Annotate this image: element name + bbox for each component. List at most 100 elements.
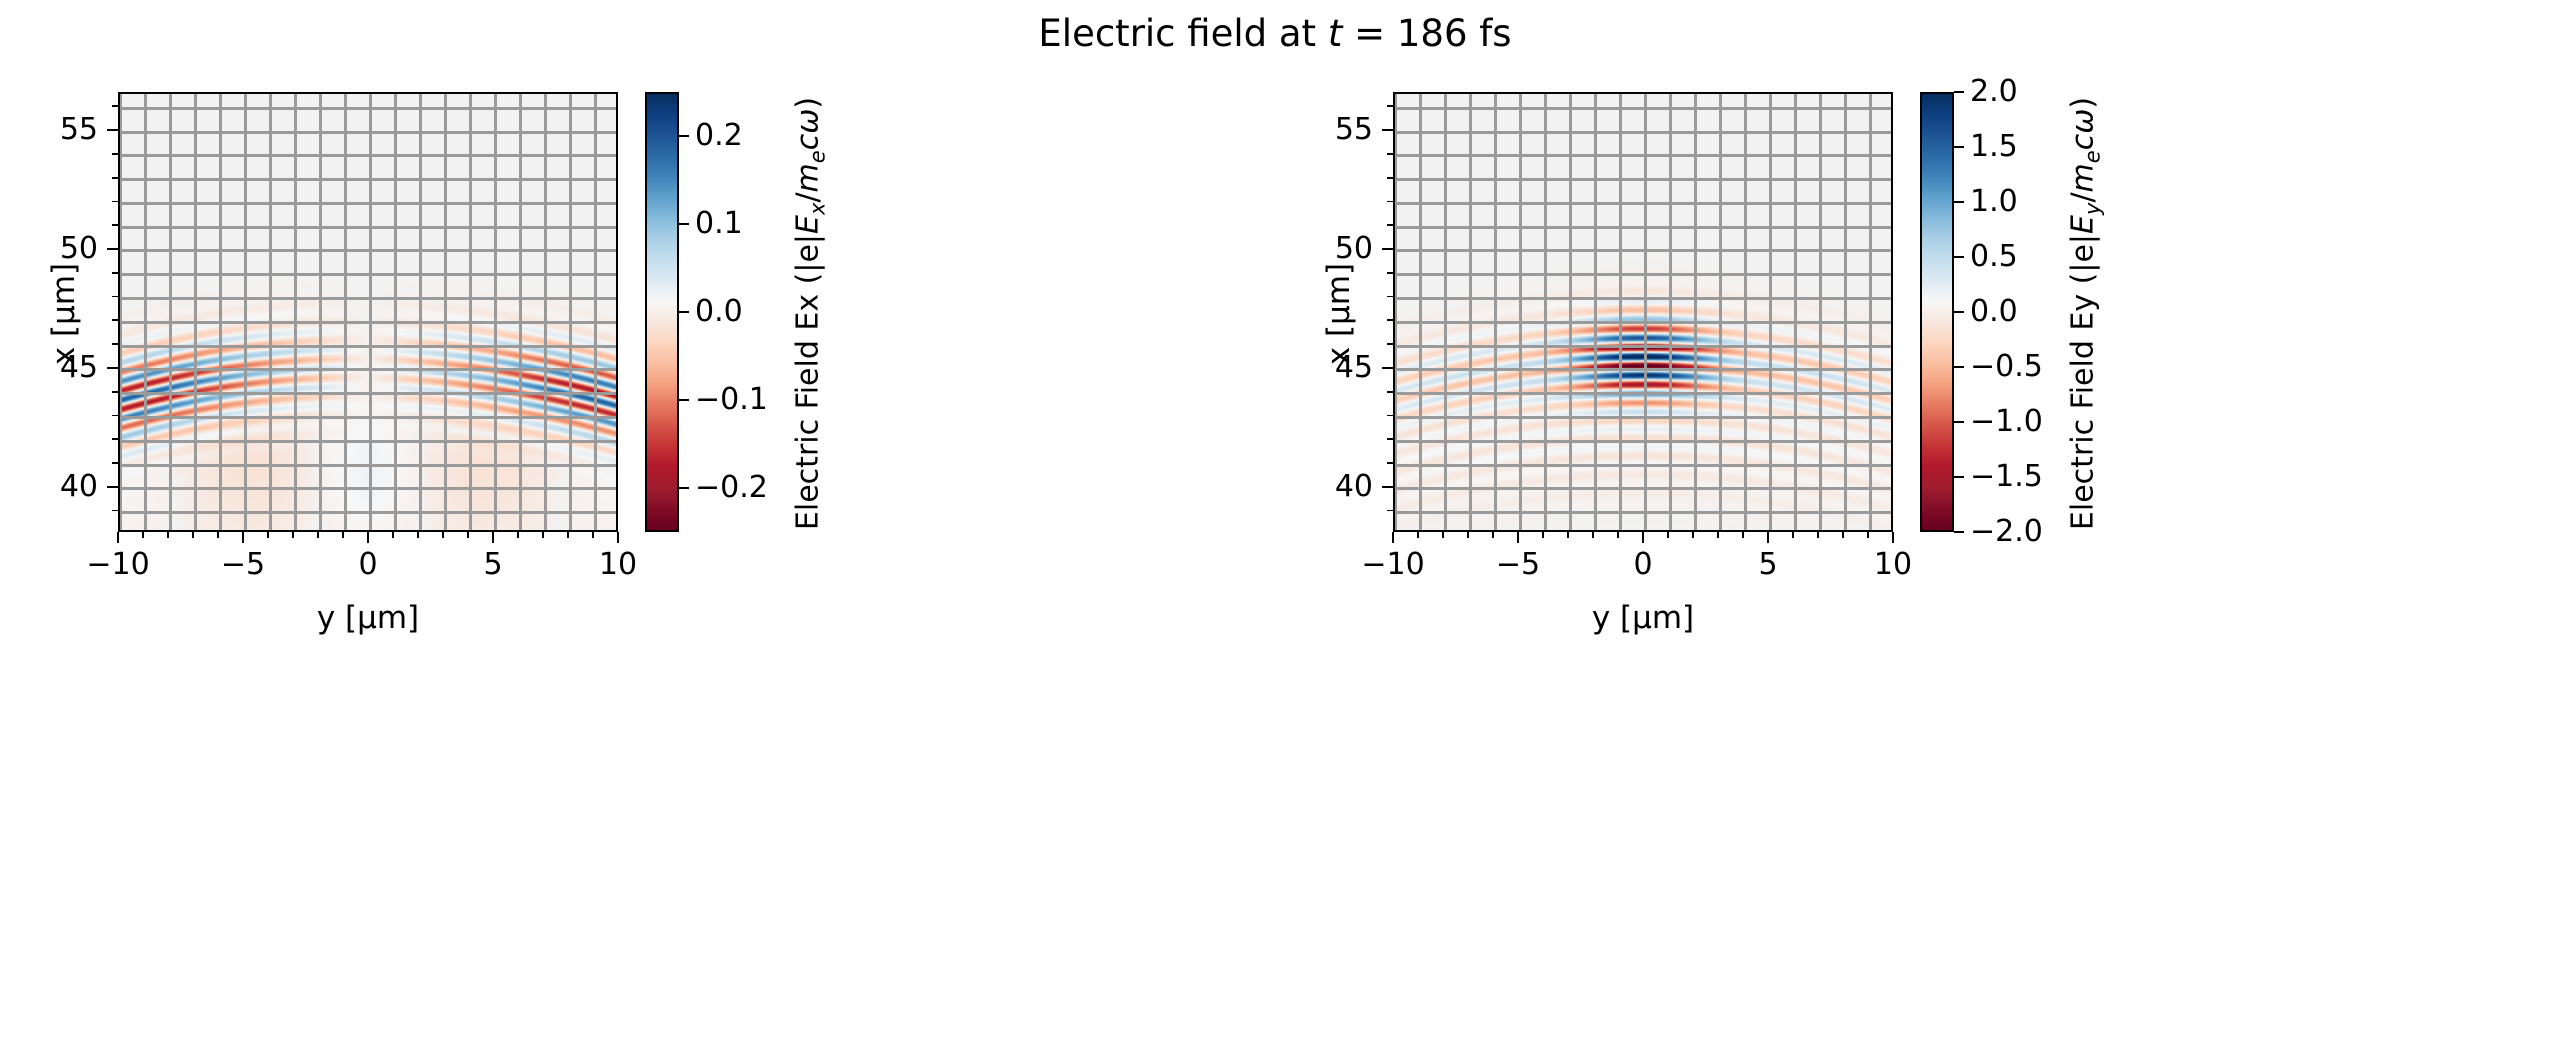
colorbar-tick-label: 1.0 (1970, 184, 2018, 219)
colorbar-label-ex: Electric Field Ex (|e|Ex/mecω) (791, 97, 830, 530)
x-major-tick (1641, 532, 1645, 543)
x-minor-tick (417, 532, 419, 538)
colorbar-label-E-subscript: y (2080, 202, 2105, 215)
figure-title: Electric field at t = 186 fs (0, 10, 2550, 58)
x-minor-tick (1592, 532, 1594, 538)
y-minor-tick (1387, 390, 1393, 393)
colorbar-tick (679, 486, 689, 490)
colorbar-tick (1954, 200, 1964, 204)
colorbar-tick-label: −0.5 (1970, 349, 2043, 384)
colorbar-label-m-subscript: e (2080, 150, 2105, 164)
colorbar-label-ey: Electric Field Ey (|e|Ey/mecω) (2066, 97, 2105, 530)
x-axis-label: y [µm] (316, 600, 420, 636)
x-tick-label: −10 (86, 547, 150, 582)
x-tick-label: 5 (483, 547, 503, 582)
colorbar-tick (679, 398, 689, 402)
x-axis-label: y [µm] (1591, 600, 1695, 636)
x-minor-tick (1667, 532, 1669, 538)
colorbar-label-comega: cω (790, 108, 826, 151)
y-minor-tick (1387, 105, 1393, 108)
colorbar-gradient-ey (1922, 94, 1952, 530)
y-tick-label: 50 (59, 230, 98, 266)
y-minor-tick (1387, 414, 1393, 417)
y-minor-tick (1387, 438, 1393, 441)
x-minor-tick (1467, 532, 1469, 538)
y-axis-label: x [µm] (1321, 262, 1358, 366)
x-tick-label: 0 (358, 547, 378, 582)
colorbar-tick (1954, 255, 1964, 259)
colorbar-label-E-subscript: x (805, 202, 830, 215)
colorbar-gradient-ex (647, 94, 677, 530)
colorbar-ey[interactable] (1920, 92, 1954, 532)
y-minor-tick (112, 390, 118, 393)
colorbar-tick-label: 0.5 (1970, 239, 2018, 274)
y-minor-tick (112, 176, 118, 179)
x-minor-tick (292, 532, 294, 538)
y-major-tick (1382, 366, 1393, 369)
colorbar-tick (679, 134, 689, 138)
y-minor-tick (112, 105, 118, 108)
axes-ey[interactable] (1393, 92, 1893, 532)
colorbar-tick-label: −0.1 (695, 382, 768, 417)
colorbar-ex[interactable] (645, 92, 679, 532)
colorbar-tick (1954, 530, 1964, 534)
x-minor-tick (1567, 532, 1569, 538)
colorbar-tick-label: 0.0 (1970, 294, 2018, 329)
colorbar-tick (1954, 90, 1964, 94)
x-minor-tick (1492, 532, 1494, 538)
colorbar-label-slash: / (790, 192, 826, 203)
y-minor-tick (112, 319, 118, 322)
y-minor-tick (1387, 462, 1393, 464)
x-major-tick (241, 532, 245, 543)
y-minor-tick (112, 343, 118, 345)
x-major-tick (616, 532, 620, 543)
y-minor-tick (112, 462, 118, 464)
title-suffix: = 186 fs (1342, 12, 1512, 55)
y-minor-tick (112, 509, 118, 512)
y-major-tick (1382, 128, 1393, 132)
x-major-tick (1891, 532, 1895, 543)
colorbar-tick (1954, 145, 1964, 149)
y-major-tick (1382, 485, 1393, 488)
y-minor-tick (1387, 343, 1393, 345)
y-minor-tick (112, 438, 118, 441)
panel-ex (118, 92, 618, 532)
colorbar-label-close: ) (2065, 96, 2101, 109)
x-tick-label: 0 (1633, 547, 1653, 582)
y-major-tick (107, 366, 118, 369)
x-major-tick (1391, 532, 1395, 543)
y-tick-label: 45 (1334, 349, 1373, 385)
colorbar-tick (1954, 365, 1964, 369)
x-tick-label: 10 (1873, 547, 1913, 582)
x-minor-tick (567, 532, 569, 538)
y-minor-tick (1387, 271, 1393, 274)
x-tick-label: −10 (1361, 547, 1425, 582)
x-minor-tick (1417, 532, 1419, 538)
y-minor-tick (112, 224, 118, 227)
y-minor-tick (112, 152, 118, 155)
field-image-ex (120, 94, 616, 530)
colorbar-label-close: ) (790, 96, 826, 109)
field-image-ey (1395, 94, 1891, 530)
x-minor-tick (217, 532, 219, 538)
colorbar-label-slash: / (2065, 192, 2101, 203)
y-minor-tick (1387, 200, 1393, 203)
x-minor-tick (442, 532, 444, 538)
colorbar-tick-label: 2.0 (1970, 74, 2018, 109)
colorbar-label-E: E (2065, 214, 2101, 234)
x-minor-tick (1817, 532, 1819, 538)
y-major-tick (107, 128, 118, 132)
colorbar-label-m: m (790, 163, 826, 193)
axes-ex[interactable] (118, 92, 618, 532)
x-minor-tick (1867, 532, 1869, 538)
y-minor-tick (1387, 295, 1393, 298)
y-tick-label: 50 (1334, 230, 1373, 266)
y-minor-tick (1387, 509, 1393, 512)
x-minor-tick (267, 532, 269, 538)
y-axis-label: x [µm] (46, 262, 83, 366)
colorbar-tick-label: 1.5 (1970, 129, 2018, 164)
y-tick-label: 40 (1334, 468, 1373, 504)
x-tick-label: 5 (1758, 547, 1778, 582)
x-minor-tick (1742, 532, 1744, 538)
